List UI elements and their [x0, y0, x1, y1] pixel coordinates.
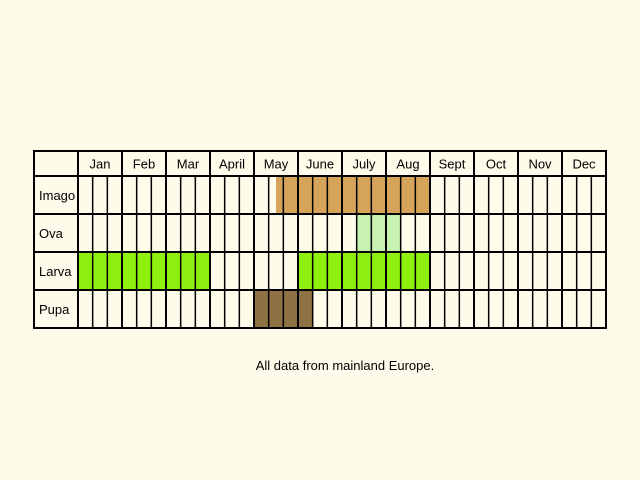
- row-label-pupa: Pupa: [39, 302, 70, 317]
- row-label-ova: Ova: [39, 226, 64, 241]
- month-label-oct: Oct: [486, 157, 507, 172]
- month-label-aug: Aug: [396, 157, 419, 172]
- month-label-mar: Mar: [177, 157, 200, 172]
- row-label-larva: Larva: [39, 264, 72, 279]
- month-label-may: May: [264, 157, 289, 172]
- month-label-june: June: [306, 157, 334, 172]
- bar-imago-2: [320, 176, 430, 214]
- month-label-april: April: [219, 157, 245, 172]
- month-label-sept: Sept: [439, 157, 466, 172]
- month-label-feb: Feb: [133, 157, 155, 172]
- bar-ova-1: [356, 214, 401, 252]
- month-label-nov: Nov: [528, 157, 552, 172]
- row-label-imago: Imago: [39, 188, 75, 203]
- month-label-jan: Jan: [90, 157, 111, 172]
- footnote: All data from mainland Europe.: [255, 358, 435, 373]
- month-label-july: July: [352, 157, 376, 172]
- month-label-dec: Dec: [572, 157, 596, 172]
- bar-larva-1: [78, 252, 210, 290]
- table-border: [33, 150, 607, 329]
- bar-larva-2: [298, 252, 430, 290]
